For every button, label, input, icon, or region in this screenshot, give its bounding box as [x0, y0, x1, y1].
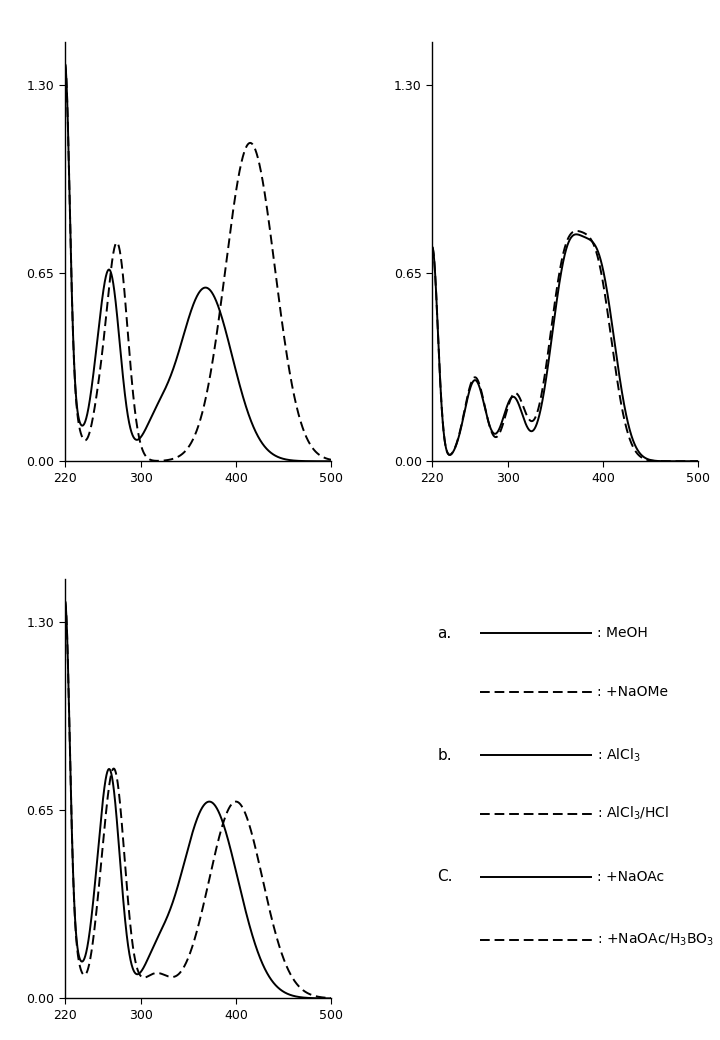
Text: C.: C. — [438, 869, 453, 884]
Text: : AlCl$_3$: : AlCl$_3$ — [597, 747, 641, 763]
Text: : +NaOAc/H$_3$BO$_3$: : +NaOAc/H$_3$BO$_3$ — [597, 932, 714, 947]
Text: : MeOH: : MeOH — [597, 626, 648, 641]
Text: a.: a. — [438, 626, 451, 641]
Text: : +NaOAc: : +NaOAc — [597, 869, 665, 884]
Text: b.: b. — [438, 748, 452, 762]
Text: : +NaOMe: : +NaOMe — [597, 685, 668, 699]
Text: : AlCl$_3$/HCl: : AlCl$_3$/HCl — [597, 805, 669, 823]
